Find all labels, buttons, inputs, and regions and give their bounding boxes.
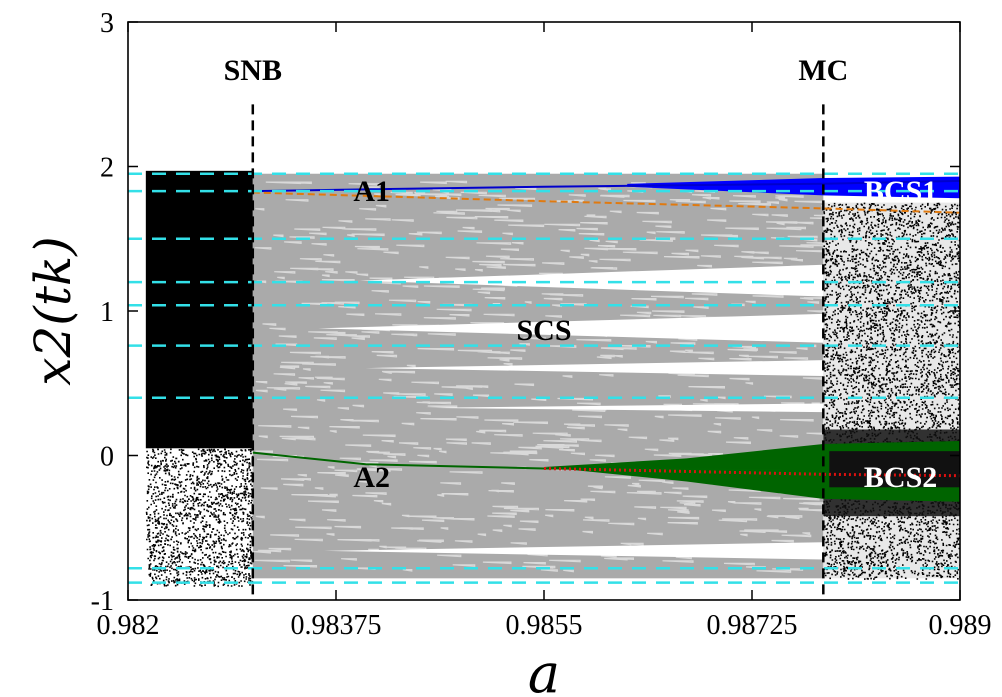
scs-region bbox=[252, 173, 824, 579]
chaotic-band-left bbox=[145, 170, 253, 449]
region-label-bcs2: BCS2 bbox=[864, 461, 937, 494]
y-tick-label: 0 bbox=[100, 442, 114, 473]
marker-label-snb: SNB bbox=[224, 54, 282, 87]
axes: 0.982 0.98375 0.9855 0.98725 0.989 -1 0 1 2 3 a x2(… bbox=[24, 8, 992, 697]
dashed-lines bbox=[128, 104, 960, 600]
series-a1 bbox=[252, 179, 960, 193]
scs-texture bbox=[253, 180, 852, 573]
y-tick-label: 3 bbox=[100, 8, 114, 39]
series-a2-unstable bbox=[543, 467, 960, 478]
series-a1-unstable bbox=[252, 191, 960, 214]
region-label-a2: A2 bbox=[353, 461, 390, 494]
chaotic-dots-left bbox=[145, 448, 255, 588]
y-axis-label: x2(tk) bbox=[24, 236, 82, 385]
series-a2 bbox=[252, 451, 782, 471]
x-tick-label: 0.9855 bbox=[506, 610, 583, 641]
x-tick-label: 0.982 bbox=[97, 610, 160, 641]
y-tick-label: 2 bbox=[100, 153, 114, 184]
scs-gap bbox=[318, 313, 824, 343]
x-axis-label: a bbox=[528, 642, 560, 697]
y-tick-label: 1 bbox=[100, 297, 114, 328]
bcs2-core bbox=[829, 451, 960, 488]
plot-content bbox=[145, 170, 960, 588]
scs-gap bbox=[365, 360, 824, 377]
x-tick-label: 0.989 bbox=[929, 610, 992, 641]
x-tick-label: 0.98725 bbox=[707, 610, 798, 641]
chaotic-dots-right bbox=[823, 202, 960, 580]
annotations: SNB MC A1 A2 SCS BCS1 BCS2 bbox=[224, 54, 938, 494]
y-tick-label: -1 bbox=[91, 586, 114, 617]
scs-gap bbox=[324, 542, 824, 560]
region-label-a1: A1 bbox=[353, 175, 390, 208]
marker-label-mc: MC bbox=[798, 54, 848, 87]
scs-gap bbox=[359, 264, 824, 297]
region-label-bcs1: BCS1 bbox=[864, 175, 937, 208]
region-label-scs: SCS bbox=[516, 314, 571, 347]
x-tick-label: 0.98375 bbox=[291, 610, 382, 641]
